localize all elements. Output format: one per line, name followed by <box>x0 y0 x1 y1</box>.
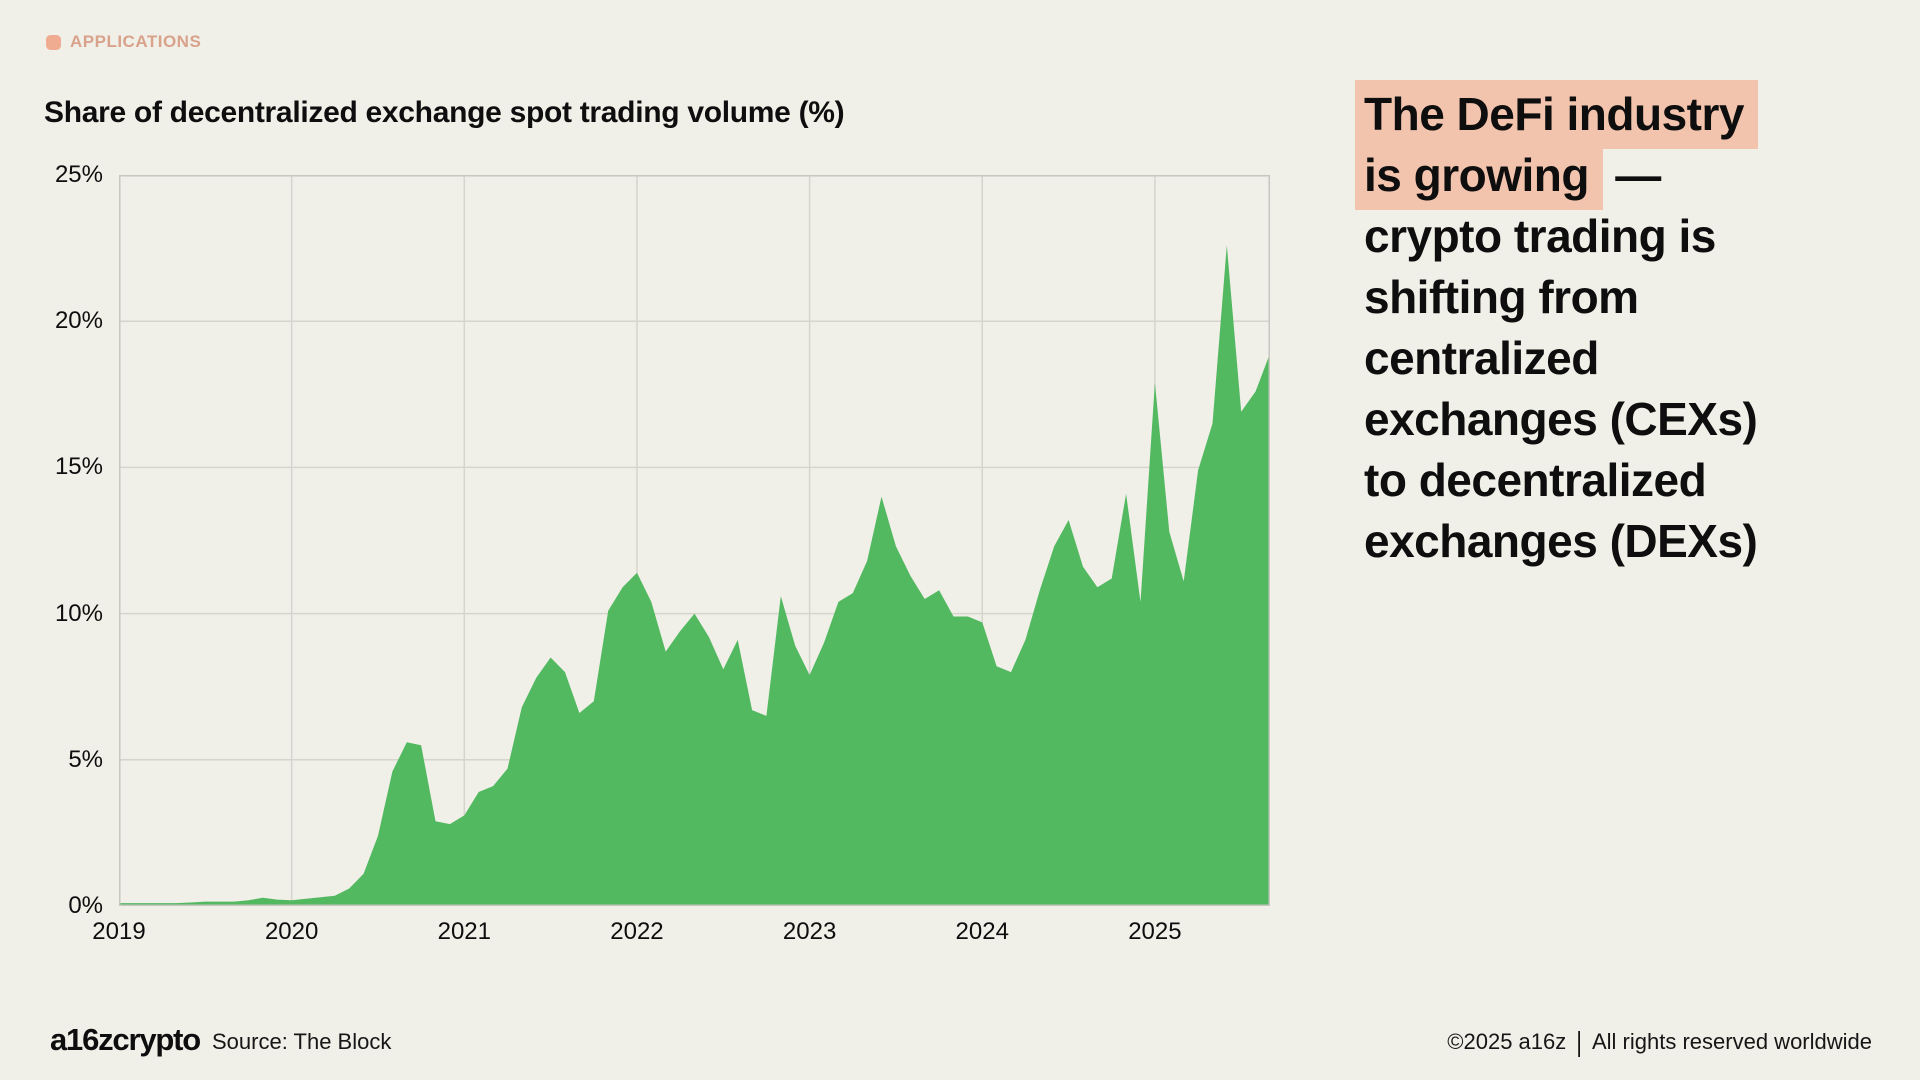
copyright-notice: ©2025 a16z | All rights reserved worldwide <box>1447 1026 1872 1057</box>
y-tick-label: 20% <box>54 307 103 335</box>
copyright-year: ©2025 a16z <box>1447 1029 1567 1054</box>
x-tick-label: 2025 <box>1128 918 1182 945</box>
x-axis-labels: 2019 2020 2021 2022 2023 2024 2025 <box>92 918 1270 958</box>
y-tick-label: 10% <box>54 599 103 627</box>
x-tick-label: 2019 <box>92 918 146 945</box>
plot-border <box>119 175 1270 906</box>
area-chart-plot <box>119 175 1270 906</box>
category-tag: APPLICATIONS <box>46 32 201 52</box>
callout-line: The DeFi industry <box>1355 80 1904 149</box>
callout-line: is growing — <box>1355 141 1904 210</box>
callout-highlighted-text: The DeFi industry <box>1355 80 1758 149</box>
callout-highlighted-text: is growing <box>1355 141 1603 210</box>
dex-share-area-series <box>119 245 1270 906</box>
callout-line: shifting from <box>1364 271 1639 323</box>
y-axis-labels: 0% 5% 10% 15% 20% 25% <box>0 161 103 919</box>
dex-share-area-chart <box>119 175 1270 906</box>
y-tick-label: 15% <box>54 453 103 481</box>
tag-label: APPLICATIONS <box>70 32 202 51</box>
tag-chip-icon <box>46 34 61 50</box>
chart-title: Share of decentralized exchange spot tra… <box>44 96 845 129</box>
callout-line: crypto trading is <box>1364 210 1716 262</box>
y-tick-label: 5% <box>68 745 103 773</box>
x-tick-label: 2020 <box>264 918 319 945</box>
x-tick-label: 2021 <box>437 918 491 945</box>
a16zcrypto-logo: a16zcrypto <box>50 1022 201 1057</box>
source-attribution: Source: The Block <box>212 1029 392 1054</box>
callout-line: exchanges (DEXs) <box>1364 515 1758 567</box>
callout-line: to decentralized <box>1364 454 1707 506</box>
rights-text: All rights reserved worldwide <box>1592 1029 1872 1054</box>
y-tick-label: 0% <box>68 892 103 919</box>
callout-text: The DeFi industry is growing — crypto tr… <box>1355 80 1904 572</box>
x-tick-label: 2023 <box>782 918 837 945</box>
callout-dash: — <box>1603 149 1661 201</box>
y-tick-label: 25% <box>54 161 103 188</box>
x-tick-label: 2024 <box>955 918 1009 945</box>
callout-line: exchanges (CEXs) <box>1364 393 1758 445</box>
callout-line: centralized <box>1364 332 1599 384</box>
separator: | <box>1576 1025 1582 1057</box>
x-tick-label: 2022 <box>610 918 664 945</box>
